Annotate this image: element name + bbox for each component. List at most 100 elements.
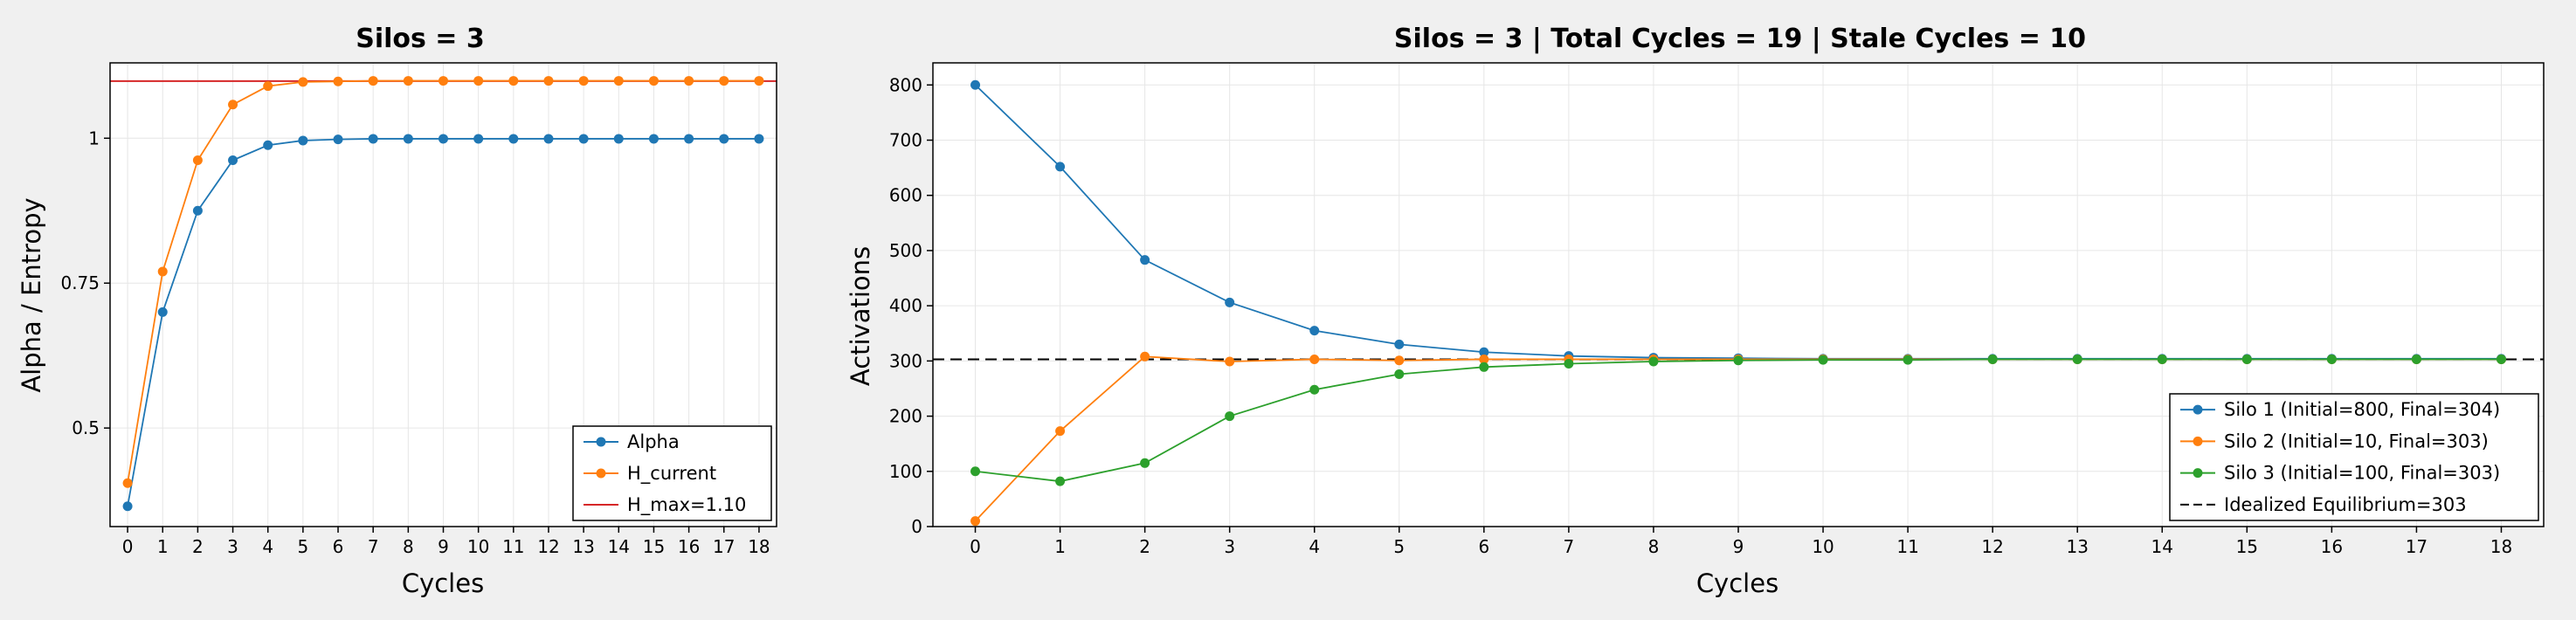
activations-x-tick-label: 10: [1812, 536, 1834, 557]
activations-x-tick-label: 14: [2151, 536, 2173, 557]
entropy-data-point: [192, 155, 203, 166]
entropy-legend-marker: [596, 468, 606, 479]
activations-x-tick-label: 6: [1478, 536, 1489, 557]
entropy-x-tick-label: 0: [122, 536, 134, 557]
entropy-x-tick-label: 7: [368, 536, 379, 557]
activations-data-point: [1140, 351, 1150, 362]
activations-data-point: [1987, 354, 1998, 364]
entropy-data-point: [508, 134, 519, 144]
entropy-data-point: [578, 134, 589, 144]
entropy-data-point: [543, 76, 554, 86]
activations-data-point: [2496, 354, 2506, 364]
entropy-data-point: [754, 134, 764, 144]
activations-data-point: [1225, 411, 1235, 422]
activations-data-point: [1479, 347, 1489, 357]
entropy-data-point: [473, 76, 484, 86]
activations-y-tick-label: 0: [911, 516, 922, 537]
entropy-y-tick-label: 1: [88, 127, 100, 148]
entropy-x-tick-label: 18: [748, 536, 770, 557]
activations-legend-marker: [2193, 468, 2203, 479]
activations-data-point: [970, 79, 981, 90]
activations-data-point: [1394, 339, 1405, 349]
entropy-data-point: [333, 76, 343, 86]
entropy-x-axis: 0 1 2 3 4 5 6 7 8 9 10 11 12 13 14 15 16 17 18: [122, 527, 770, 557]
activations-data-point: [1225, 356, 1235, 367]
entropy-x-tick-label: 5: [298, 536, 309, 557]
entropy-data-point: [157, 266, 168, 277]
entropy-data-point: [263, 81, 273, 92]
activations-data-point: [1140, 255, 1150, 265]
activations-x-tick-label: 1: [1054, 536, 1066, 557]
entropy-data-point: [228, 100, 238, 110]
entropy-data-point: [473, 134, 484, 144]
activations-x-tick-label: 7: [1564, 536, 1575, 557]
activations-legend-marker: [2193, 436, 2203, 446]
entropy-y-tick-label: 0.5: [72, 417, 100, 438]
activations-data-point: [970, 516, 981, 527]
entropy-data-point: [122, 478, 133, 488]
activations-x-axis-label: Cycles: [1696, 568, 1778, 598]
entropy-data-point: [719, 76, 729, 86]
activations-x-axis: 0 1 2 3 4 5 6 7 8 9 10 11 12 13 14 15 16 17 18: [970, 527, 2512, 557]
entropy-x-tick-label: 1: [157, 536, 169, 557]
entropy-data-point: [122, 501, 133, 512]
activations-data-point: [1055, 162, 1066, 172]
activations-data-point: [2072, 354, 2082, 364]
entropy-data-point: [578, 76, 589, 86]
activations-y-tick-label: 200: [889, 406, 922, 427]
entropy-data-point: [439, 134, 448, 144]
entropy-data-point: [157, 307, 168, 317]
entropy-legend: Alpha H_current H_max=1.10: [572, 425, 772, 521]
activations-chart: Silos = 3 | Total Cycles = 19 | Stale Cy…: [846, 24, 2545, 598]
activations-legend-box: [2169, 393, 2539, 521]
activations-y-tick-label: 700: [889, 130, 922, 151]
activations-data-point: [1394, 355, 1405, 366]
activations-y-axis-label: Activations: [846, 246, 875, 386]
entropy-x-tick-label: 2: [192, 536, 204, 557]
entropy-x-tick-label: 17: [713, 536, 735, 557]
activations-x-tick-label: 18: [2490, 536, 2512, 557]
entropy-data-point: [613, 76, 624, 86]
entropy-data-point: [684, 134, 694, 144]
entropy-data-point: [263, 140, 273, 150]
activations-x-tick-label: 4: [1309, 536, 1320, 557]
activations-x-tick-label: 17: [2406, 536, 2428, 557]
activations-y-tick-label: 400: [889, 295, 922, 316]
activations-data-point: [1733, 355, 1744, 366]
activations-data-point: [1903, 355, 1913, 365]
entropy-data-point: [508, 76, 519, 86]
entropy-legend-label: H_max=1.10: [627, 494, 746, 516]
activations-data-point: [2157, 354, 2167, 364]
entropy-data-point: [684, 76, 694, 86]
entropy-x-tick-label: 13: [572, 536, 594, 557]
activations-x-tick-label: 9: [1733, 536, 1744, 557]
activations-x-tick-label: 8: [1648, 536, 1660, 557]
activations-legend-label: Idealized Equilibrium=303: [2224, 494, 2467, 515]
activations-x-tick-label: 5: [1393, 536, 1405, 557]
activations-legend: Silo 1 (Initial=800, Final=304) Silo 2 (I…: [2169, 393, 2539, 521]
entropy-x-tick-label: 11: [502, 536, 524, 557]
activations-y-tick-label: 300: [889, 350, 922, 371]
entropy-x-tick-label: 3: [227, 536, 238, 557]
entropy-legend-label: Alpha: [627, 431, 680, 452]
entropy-data-point: [368, 134, 378, 144]
activations-legend-marker: [2193, 404, 2203, 415]
activations-chart-title: Silos = 3 | Total Cycles = 19 | Stale Cy…: [1394, 24, 2086, 54]
entropy-x-tick-label: 10: [467, 536, 489, 557]
activations-data-point: [1309, 384, 1320, 395]
entropy-x-axis-label: Cycles: [402, 568, 484, 598]
activations-data-point: [1140, 458, 1150, 468]
activations-data-point: [1309, 326, 1320, 336]
entropy-data-point: [754, 76, 764, 86]
entropy-x-tick-label: 16: [678, 536, 700, 557]
activations-data-point: [1564, 359, 1574, 369]
entropy-x-tick-label: 8: [403, 536, 414, 557]
entropy-x-tick-label: 12: [537, 536, 559, 557]
activations-legend-label: Silo 3 (Initial=100, Final=303): [2224, 463, 2500, 484]
entropy-chart-title: Silos = 3: [356, 24, 485, 54]
activations-x-tick-label: 12: [1981, 536, 2003, 557]
entropy-y-axis-label: Alpha / Entropy: [17, 197, 46, 392]
entropy-x-tick-label: 15: [643, 536, 665, 557]
activations-y-tick-label: 800: [889, 74, 922, 95]
